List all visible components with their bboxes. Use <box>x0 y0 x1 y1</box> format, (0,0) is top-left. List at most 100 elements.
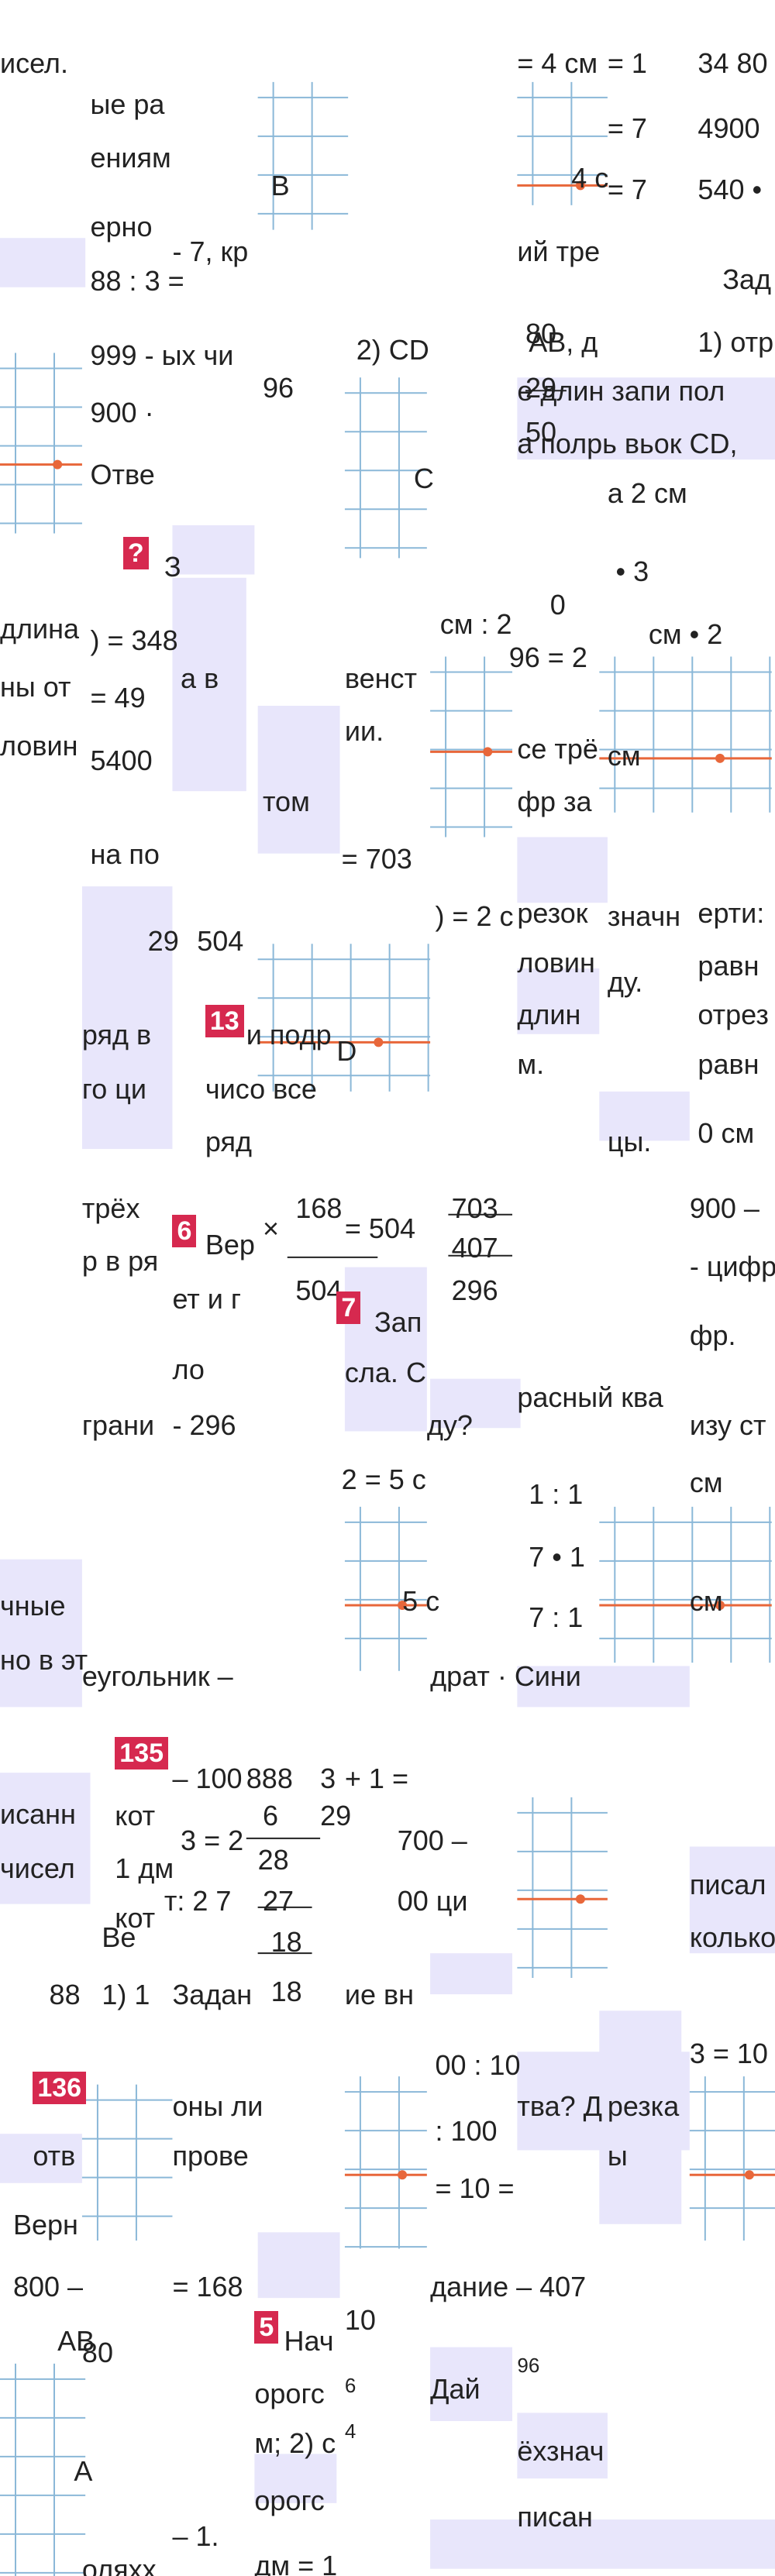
text-fragment: = 504 <box>344 1212 415 1244</box>
text-fragment: см <box>607 739 641 772</box>
text-fragment: сла. С <box>344 1357 426 1389</box>
text-fragment: 80 <box>81 2337 113 2369</box>
text-fragment: но в эт <box>0 1644 88 1676</box>
text-fragment: 88 : 3 = <box>90 265 184 297</box>
text-fragment: 1) 1 <box>102 1979 150 2011</box>
text-fragment: 6 <box>262 1800 278 1832</box>
text-fragment: прове <box>172 2139 249 2172</box>
text-fragment: резка <box>607 2090 680 2123</box>
highlight-block <box>599 2010 682 2224</box>
text-fragment: = 7 <box>607 112 647 145</box>
highlight-block <box>517 968 600 1034</box>
text-fragment: ерти: <box>698 897 765 930</box>
text-fragment: колько <box>689 1921 775 1954</box>
text-fragment: 88 <box>49 1979 81 2011</box>
highlight-block <box>517 1666 690 1708</box>
text-fragment: 1) отр <box>698 325 774 358</box>
text-fragment: 888 <box>246 1762 293 1794</box>
text-fragment: и подр <box>246 1018 332 1051</box>
text-fragment: 10 <box>344 2303 376 2336</box>
highlight-block <box>257 2232 340 2299</box>
text-fragment: на по <box>90 837 160 870</box>
highlight-block <box>0 1559 82 1708</box>
highlight-block <box>430 1378 521 1429</box>
text-fragment: ёхзнач <box>517 2435 604 2468</box>
text-fragment: = 703 <box>341 843 412 875</box>
text-fragment: грани <box>81 1409 155 1442</box>
text-fragment: 27 <box>262 1885 294 1917</box>
text-fragment: трёх <box>81 1192 140 1225</box>
text-fragment: : 100 <box>435 2115 498 2148</box>
text-fragment: чисел <box>0 1852 75 1885</box>
text-fragment: дм = 1 <box>254 2550 338 2576</box>
text-fragment: 3 = 2 <box>181 1825 244 1857</box>
exercise-number: 7 <box>336 1291 361 1325</box>
text-fragment: ряд в <box>81 1018 152 1051</box>
text-fragment: АВ, д <box>529 325 598 358</box>
text-fragment: см • 2 <box>648 617 723 650</box>
text-fragment: 2) CD <box>356 334 429 366</box>
text-fragment: 34 80 <box>698 46 768 79</box>
highlight-block <box>430 2519 775 2569</box>
text-fragment: – 100 <box>172 1762 243 1794</box>
text-fragment: фр за <box>517 785 592 817</box>
text-fragment: 7 : 1 <box>529 1601 584 1633</box>
text-fragment: 4 <box>344 2420 356 2443</box>
text-fragment: = 168 <box>172 2271 243 2303</box>
text-fragment: 80 <box>525 318 556 350</box>
text-fragment: 900 – <box>689 1192 760 1225</box>
text-fragment: = 7 <box>607 173 647 205</box>
text-fragment: еугольник – <box>81 1660 233 1693</box>
highlight-block <box>430 2347 513 2421</box>
text-fragment: 7 • 1 <box>529 1540 585 1573</box>
text-fragment: 5 с <box>402 1584 440 1617</box>
text-fragment: 29 <box>525 372 556 404</box>
text-fragment: а 2 см <box>607 476 687 509</box>
segment-point <box>398 1601 408 1611</box>
text-fragment: Зап <box>374 1305 422 1338</box>
text-fragment: 00 ци <box>397 1885 468 1917</box>
text-fragment: а в <box>181 662 219 695</box>
highlight-block <box>81 886 173 1150</box>
text-fragment: Задан <box>172 1979 253 2011</box>
text-fragment: ий тре <box>517 236 601 268</box>
text-fragment: ду? <box>426 1409 473 1442</box>
text-fragment: 50 <box>525 416 556 449</box>
text-fragment: ряд <box>205 1125 252 1157</box>
text-fragment: 4 с <box>571 161 609 194</box>
text-fragment: резок <box>517 897 588 930</box>
highlight-block <box>0 2134 82 2183</box>
text-fragment: 703 <box>451 1192 498 1225</box>
text-fragment: 4900 <box>698 112 760 145</box>
text-fragment: ловин <box>0 729 78 762</box>
text-fragment: длина <box>0 613 80 645</box>
text-fragment: 18 <box>270 1926 302 1959</box>
text-fragment: кот <box>115 1901 156 1934</box>
text-fragment: = 10 = <box>435 2172 515 2205</box>
text-fragment: 28 <box>257 1844 289 1876</box>
text-fragment: исанн <box>0 1798 76 1831</box>
text-fragment: ие вн <box>344 1979 415 2011</box>
text-fragment: 18 <box>270 1975 302 2007</box>
text-fragment: се трё <box>517 733 598 765</box>
text-fragment: 168 <box>295 1192 343 1225</box>
text-fragment: дание – 407 <box>430 2271 587 2303</box>
text-fragment: А <box>74 2454 93 2487</box>
exercise-number: 6 <box>172 1214 197 1247</box>
text-fragment: 700 – <box>397 1825 467 1857</box>
segment-point <box>715 753 725 763</box>
text-fragment: цы. <box>607 1125 652 1157</box>
text-fragment: ии. <box>344 714 384 747</box>
text-fragment: С <box>413 462 434 494</box>
text-fragment: чные <box>0 1590 66 1622</box>
segment-point <box>53 459 63 469</box>
text-fragment: венст <box>344 662 418 695</box>
highlight-block <box>0 1773 91 1904</box>
text-fragment: исел. <box>0 46 68 79</box>
text-fragment: чисо все <box>205 1072 317 1105</box>
segment-point <box>374 1037 384 1047</box>
text-fragment: × <box>262 1212 279 1244</box>
highlight-block <box>430 1953 513 1995</box>
highlight-block <box>0 238 86 287</box>
